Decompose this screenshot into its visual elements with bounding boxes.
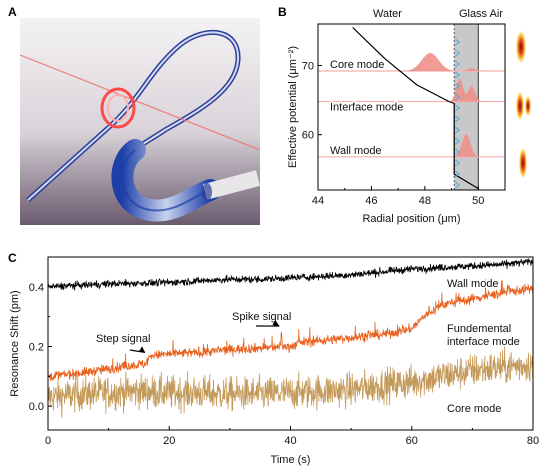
series-label: Core mode	[447, 403, 501, 415]
mode-label: Interface mode	[330, 101, 403, 113]
x-axis-label: Time (s)	[271, 454, 311, 466]
y-axis-label: Effective potential (μm⁻²)	[287, 46, 299, 168]
panel-a-illustration	[19, 18, 261, 225]
mode-thumbnail	[525, 96, 531, 116]
panel-letter-c: C	[8, 251, 17, 265]
annotation-step: Step signal	[96, 333, 150, 345]
mode-profile-thumbnails	[516, 31, 531, 178]
series-label: Fundemental interface mode	[447, 323, 520, 348]
panel-letter-b: B	[278, 5, 287, 19]
mode-thumbnail	[516, 31, 526, 63]
y-tick-label: 60	[302, 130, 314, 142]
panel-b-chart: Core mode Interface mode Wall mode Water Gla…	[287, 8, 506, 225]
x-tick-label: 0	[45, 435, 51, 447]
boundary-marker	[454, 60, 461, 68]
x-tick-label: 46	[365, 195, 377, 207]
y-tick-label: 0.2	[29, 341, 44, 353]
boundary-marker	[454, 82, 461, 90]
y-tick-label: 70	[302, 61, 314, 73]
x-tick-label: 44	[312, 195, 324, 207]
boundary-marker	[454, 115, 461, 123]
boundary-marker	[454, 126, 461, 134]
boundary-marker	[454, 38, 461, 46]
mode-label: Wall mode	[330, 145, 382, 157]
boundary-marker	[454, 148, 461, 156]
mode-thumbnail	[516, 92, 524, 120]
boundary-marker	[454, 71, 461, 79]
panel-letter-a: A	[8, 5, 17, 19]
potential-curve	[352, 27, 479, 190]
y-tick-label: 0.0	[29, 401, 44, 413]
region-label-glass-air: Glass Air	[459, 8, 503, 20]
series-line	[47, 257, 534, 291]
tube-connector	[202, 170, 261, 200]
laser-beam	[19, 54, 261, 151]
y-tick-label: 0.4	[29, 282, 44, 294]
boundary-marker	[454, 137, 461, 145]
boundary-marker	[454, 170, 461, 178]
mode-thumbnail	[519, 148, 527, 178]
boundary-marker	[454, 49, 461, 57]
annotation-arrowhead	[139, 346, 146, 353]
region-label-water: Water	[373, 8, 402, 20]
y-axis-label: Resonance Shift (pm)	[9, 290, 21, 396]
series-line	[47, 279, 534, 382]
axes-frame	[317, 23, 506, 191]
series-label: Wall mode	[447, 278, 499, 290]
x-tick-label: 48	[419, 195, 431, 207]
annotation-arrowhead	[272, 320, 280, 327]
x-tick-label: 80	[527, 435, 539, 447]
x-tick-label: 60	[406, 435, 418, 447]
mode-profile	[318, 134, 505, 157]
x-tick-label: 20	[163, 435, 175, 447]
x-tick-label: 50	[472, 195, 484, 207]
panel-c-chart: Wall mode Fundemental interface mode Core m…	[9, 256, 539, 466]
boundary-marker	[454, 159, 461, 167]
x-axis-label: Radial position (μm)	[362, 213, 460, 225]
series-line	[47, 345, 534, 418]
x-tick-label: 40	[284, 435, 296, 447]
boundary-marker	[454, 104, 461, 112]
annotation-arrow	[129, 349, 146, 354]
mode-label: Core mode	[330, 59, 384, 71]
boundary-marker	[454, 181, 461, 189]
boundary-marker	[454, 93, 461, 101]
resonance-ring	[100, 87, 136, 129]
annotation-spike: Spike signal	[232, 311, 291, 323]
